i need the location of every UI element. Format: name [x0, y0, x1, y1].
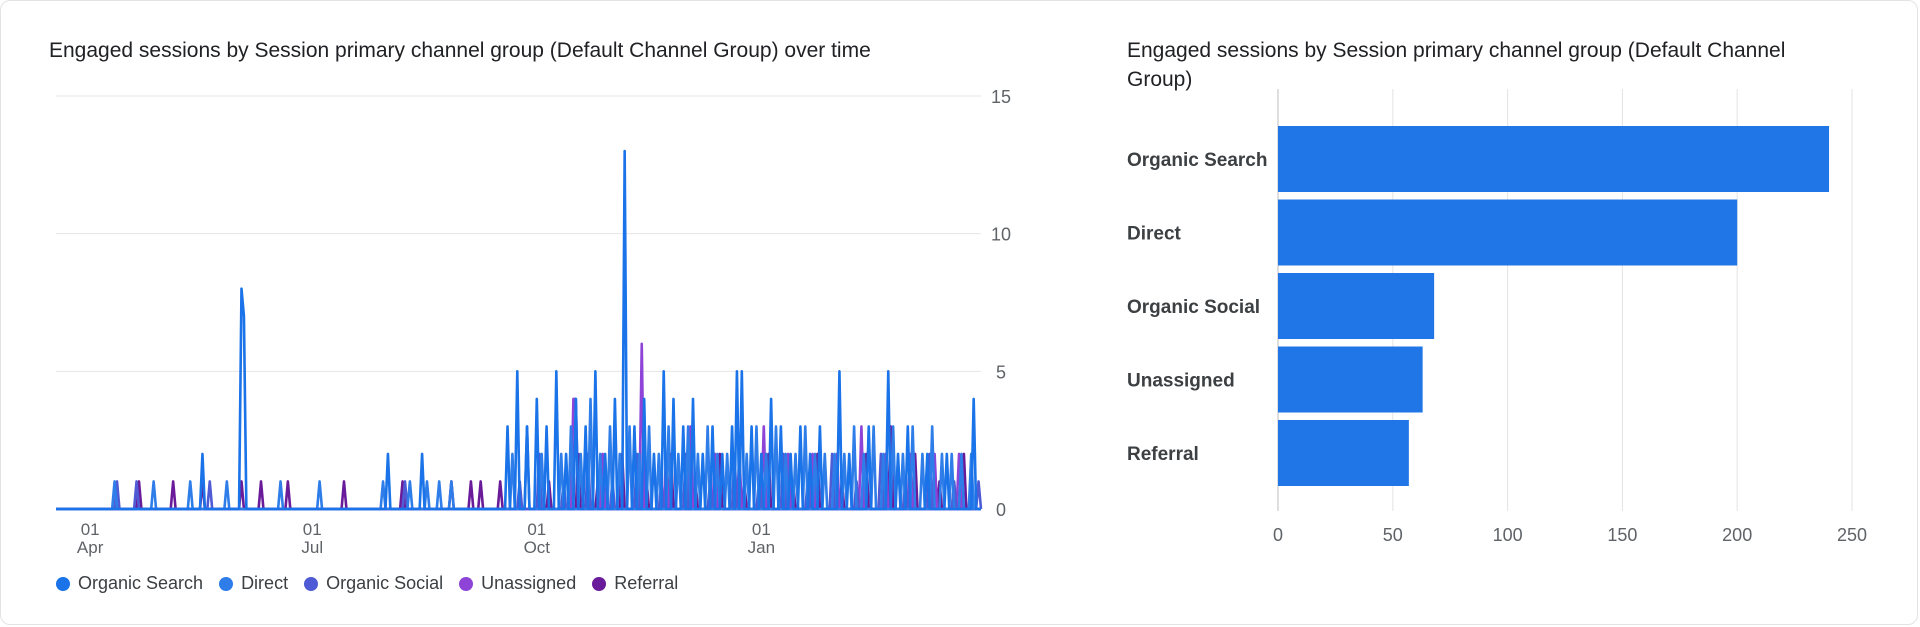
- line-y-tick-label: 0: [996, 500, 1006, 520]
- bar-category-label: Referral: [1127, 444, 1199, 465]
- line-x-tick-month: Apr: [77, 538, 104, 557]
- legend-dot-organic-search: [56, 576, 70, 591]
- bar-referral[interactable]: [1278, 420, 1409, 486]
- line-x-tick-day: 01: [527, 520, 546, 539]
- legend-label-referral: Referral: [614, 573, 679, 593]
- legend-item-organic-social[interactable]: Organic Social: [304, 573, 443, 594]
- line-y-tick-label: 15: [991, 87, 1011, 107]
- bar-category-label: Direct: [1127, 224, 1182, 245]
- line-x-tick-day: 01: [81, 520, 100, 539]
- legend-item-direct[interactable]: Direct: [219, 573, 288, 594]
- line-x-tick-month: Jan: [748, 538, 775, 557]
- legend-dot-direct: [219, 576, 234, 591]
- legend-item-unassigned[interactable]: Unassigned: [459, 573, 576, 594]
- line-series-organic-search[interactable]: [56, 149, 981, 511]
- line-x-tick-day: 01: [303, 520, 322, 539]
- line-x-tick-month: Jul: [301, 538, 323, 557]
- bar-category-label: Organic Social: [1127, 297, 1260, 318]
- legend-dot-referral: [592, 576, 607, 591]
- bar-organic-social[interactable]: [1278, 273, 1435, 339]
- line-chart-title: Engaged sessions by Session primary chan…: [49, 39, 871, 62]
- bar-direct[interactable]: [1278, 199, 1738, 266]
- line-x-tick-day: 01: [752, 520, 771, 539]
- bar-x-tick-label: 100: [1493, 525, 1523, 545]
- legend-label-organic-search: Organic Search: [78, 573, 204, 593]
- bar-x-tick-label: 200: [1722, 525, 1752, 545]
- line-chart-legend: Organic Search Direct Organic Social Una…: [56, 573, 694, 594]
- bar-unassigned[interactable]: [1278, 346, 1423, 413]
- legend-label-direct: Direct: [241, 573, 289, 593]
- bar-category-label: Unassigned: [1127, 371, 1235, 392]
- legend-dot-organic-social: [304, 576, 319, 591]
- line-y-tick-label: 5: [996, 362, 1006, 382]
- bar-organic-search[interactable]: [1278, 126, 1830, 192]
- bar-category-label: Organic Search: [1127, 150, 1267, 171]
- line-x-tick-month: Oct: [524, 538, 551, 557]
- bar-x-tick-label: 0: [1273, 525, 1283, 545]
- bar-x-tick-label: 250: [1837, 525, 1867, 545]
- legend-label-unassigned: Unassigned: [481, 573, 577, 593]
- legend-item-organic-search[interactable]: Organic Search: [56, 573, 203, 594]
- bar-x-tick-label: 150: [1607, 525, 1637, 545]
- bar-chart-title: Engaged sessions by Session primary chan…: [1127, 39, 1786, 91]
- legend-item-referral[interactable]: Referral: [592, 573, 678, 594]
- line-y-tick-label: 10: [991, 225, 1011, 245]
- legend-label-organic-social: Organic Social: [326, 573, 444, 593]
- legend-dot-unassigned: [459, 576, 474, 591]
- bar-x-tick-label: 50: [1383, 525, 1403, 545]
